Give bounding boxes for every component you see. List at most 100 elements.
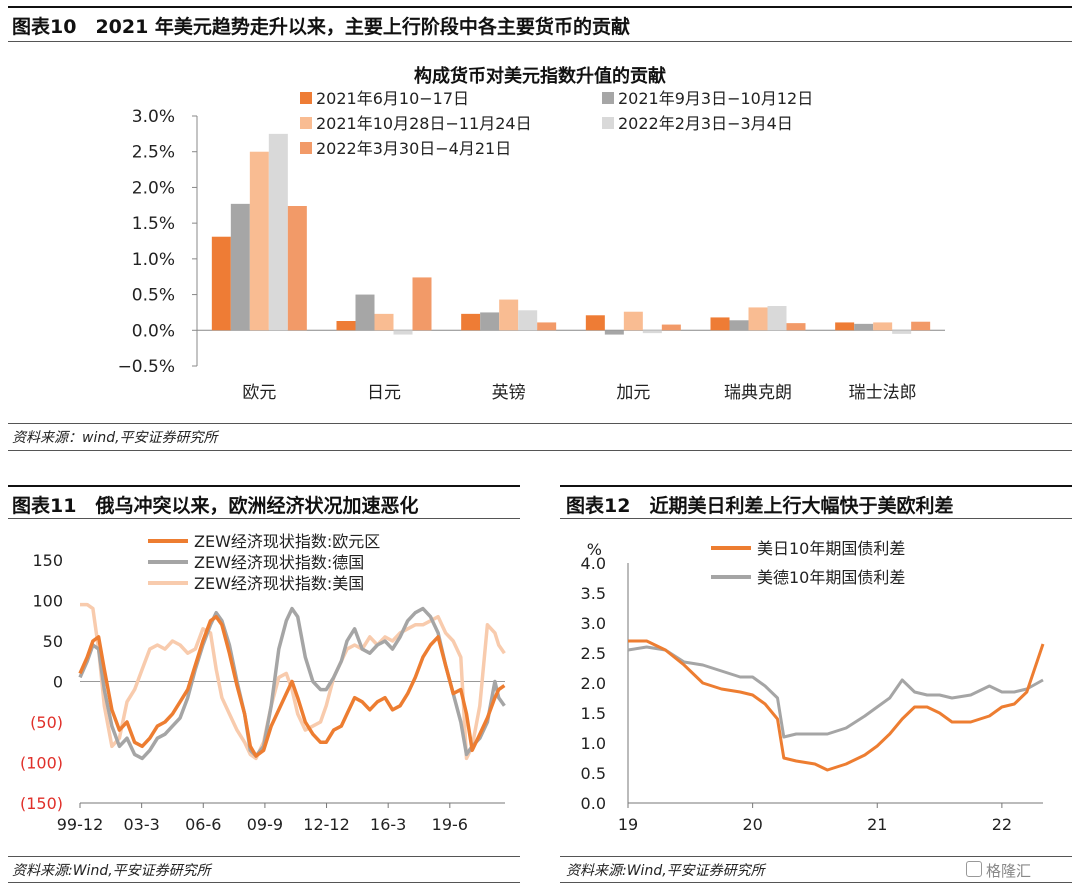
fig12-x-tick-label: 21: [867, 815, 887, 834]
fig10-bar: [585, 315, 605, 331]
fig10-header-rule: [8, 41, 1072, 42]
fig10-y-tick-label: 2.0%: [132, 178, 175, 198]
fig11-top-rule: [8, 485, 520, 487]
fig12-x-tick-label: 22: [992, 815, 1012, 834]
fig10-category-label: 日元: [367, 383, 401, 403]
fig10-bar: [211, 236, 231, 331]
watermark-logo-icon: [966, 861, 982, 877]
fig11-legend-label: ZEW经济现状指数:德国: [194, 553, 364, 572]
fig10-bar: [623, 311, 643, 331]
fig12-top-rule: [560, 485, 1072, 487]
fig10-top-rule: [8, 6, 1072, 8]
fig11-y-tick-label: 50: [43, 632, 63, 651]
fig11-x-tick-label: 03-3: [123, 815, 159, 834]
fig12-y-tick-label: 0.5: [581, 764, 606, 783]
fig12-x-tick-label: 19: [618, 815, 638, 834]
fig10-chart: 3.0% 2.5% 2.0% 1.5% 1.0% 0.5% 0.0% −0.5% 欧元 日元 英镑…: [118, 89, 945, 403]
fig10-legend-label: 2021年10月28日−11月24日: [316, 114, 532, 133]
fig11-header: 图表11 俄乌冲突以来，欧洲经济状况加速恶化: [12, 495, 419, 517]
fig11-y-tick-label: 100: [32, 592, 63, 611]
fig10-y-tick-label: 3.0%: [132, 107, 175, 127]
fig10-chart-title: 构成货币对美元指数升值的贡献: [414, 66, 666, 87]
fig10-bar: [748, 307, 768, 331]
fig12-x-tick-label: 20: [742, 815, 762, 834]
fig11-source: 资料来源:Wind,平安证券研究所: [12, 863, 211, 879]
fig10-legend-label: 2022年2月3日−3月4日: [618, 114, 793, 133]
fig11-x-tick-label: 16-3: [370, 815, 406, 834]
fig10-bar: [355, 294, 375, 331]
fig11-series-line: [78, 614, 506, 758]
fig10-bar: [786, 323, 806, 331]
fig12-y-tick-label: 3.5: [581, 584, 606, 603]
fig10-legend-label: 2021年9月3日−10月12日: [618, 89, 813, 108]
fig10-category-label: 欧元: [242, 383, 276, 403]
fig12-y-tick-label: 4.0: [581, 554, 606, 573]
fig10-bar: [835, 322, 855, 331]
fig11-legend-label: ZEW经济现状指数:欧元区: [194, 532, 380, 551]
fig10-bottom-rule: [8, 450, 1072, 451]
fig10-category-label: 瑞典克朗: [724, 383, 792, 403]
fig10-bar: [642, 330, 662, 334]
fig12-header-rule: [560, 518, 1072, 519]
fig11-header-rule: [8, 518, 520, 519]
fig11-y-tick-label: (50): [30, 713, 63, 732]
fig10-legend-swatch: [300, 142, 312, 154]
fig10-bar: [336, 321, 356, 331]
fig10-bar: [604, 330, 624, 335]
fig10-legend-swatch: [300, 92, 312, 104]
fig12-series-line: [628, 639, 1045, 772]
fig12-y-tick-label: 3.0: [581, 614, 606, 633]
fig12-bottom-rule: [560, 882, 1072, 883]
fig12-legend-label: 美日10年期国债利差: [757, 539, 905, 558]
fig10-bar: [729, 320, 749, 331]
fig10-category-label: 加元: [616, 383, 650, 403]
fig11-y-tick-label: (150): [20, 794, 63, 813]
fig11-x-tick-label: 06-6: [185, 815, 221, 834]
fig10-legend-swatch: [300, 117, 312, 129]
fig10-legend-label: 2022年3月30日−4月21日: [316, 139, 511, 158]
fig10-legend-label: 2021年6月10−17日: [316, 89, 469, 108]
fig10-bar: [767, 306, 787, 331]
fig11-x-tick-label: 12-12: [303, 815, 350, 834]
fig10-source-rule: [8, 423, 1072, 424]
fig10-header: 图表10 2021 年美元趋势走升以来，主要上行阶段中各主要货币的贡献: [12, 16, 630, 38]
fig10-bar: [537, 322, 557, 331]
fig12-y-tick-label: 1.5: [581, 704, 606, 723]
fig11-x-tick-label: 09-9: [247, 815, 283, 834]
fig10-y-tick-label: 0.0%: [132, 321, 175, 341]
fig10-bar: [661, 324, 681, 331]
fig10-bar: [480, 312, 500, 331]
fig10-y-tick-label: 0.5%: [132, 286, 175, 306]
fig12-y-tick-label: 2.5: [581, 644, 606, 663]
fig10-y-tick-label: 2.5%: [132, 143, 175, 163]
fig12-source-rule: [560, 856, 1072, 857]
fig11-bottom-rule: [8, 882, 520, 883]
fig10-bar: [268, 133, 288, 331]
fig12-series-line: [627, 645, 1044, 739]
fig11-source-rule: [8, 856, 520, 857]
fig12-y-tick-label: 0.0: [581, 794, 606, 813]
fig12-chart: 4.0 3.5 3.0 2.5 2.0 1.5 1.0 0.5 0.0 19 20 21 22% 美日1…: [581, 539, 1045, 834]
fig10-legend-swatch: [602, 117, 614, 129]
fig10-bar: [287, 206, 307, 331]
fig10-bar: [412, 277, 432, 331]
fig12-source: 资料来源:Wind,平安证券研究所: [566, 863, 765, 879]
fig10-source: 资料来源：wind,平安证券研究所: [12, 430, 218, 446]
watermark-text: 格隆汇: [986, 862, 1032, 880]
fig10-y-tick-label: 1.5%: [132, 214, 175, 234]
fig10-bar: [911, 321, 931, 331]
fig11-y-tick-label: (100): [20, 754, 63, 773]
fig11-chart: 150 100 50 0 (50) (100) (150) 99-12 03-3 06-6 09-9…: [20, 532, 506, 834]
fig10-bar: [374, 313, 394, 331]
fig10-bar: [393, 330, 413, 335]
fig10-legend-swatch: [602, 92, 614, 104]
fig10-bar: [518, 310, 538, 331]
fig12-header: 图表12 近期美日利差上行大幅快于美欧利差: [566, 495, 954, 517]
fig10-y-tick-label: −0.5%: [118, 357, 175, 377]
fig10-y-tick-label: 1.0%: [132, 250, 175, 270]
fig12-y-tick-label: 2.0: [581, 674, 606, 693]
fig11-series-line: [78, 606, 506, 761]
fig10-bar: [710, 317, 730, 331]
fig10-bar: [499, 299, 519, 331]
fig11-y-tick-label: 150: [32, 551, 63, 570]
